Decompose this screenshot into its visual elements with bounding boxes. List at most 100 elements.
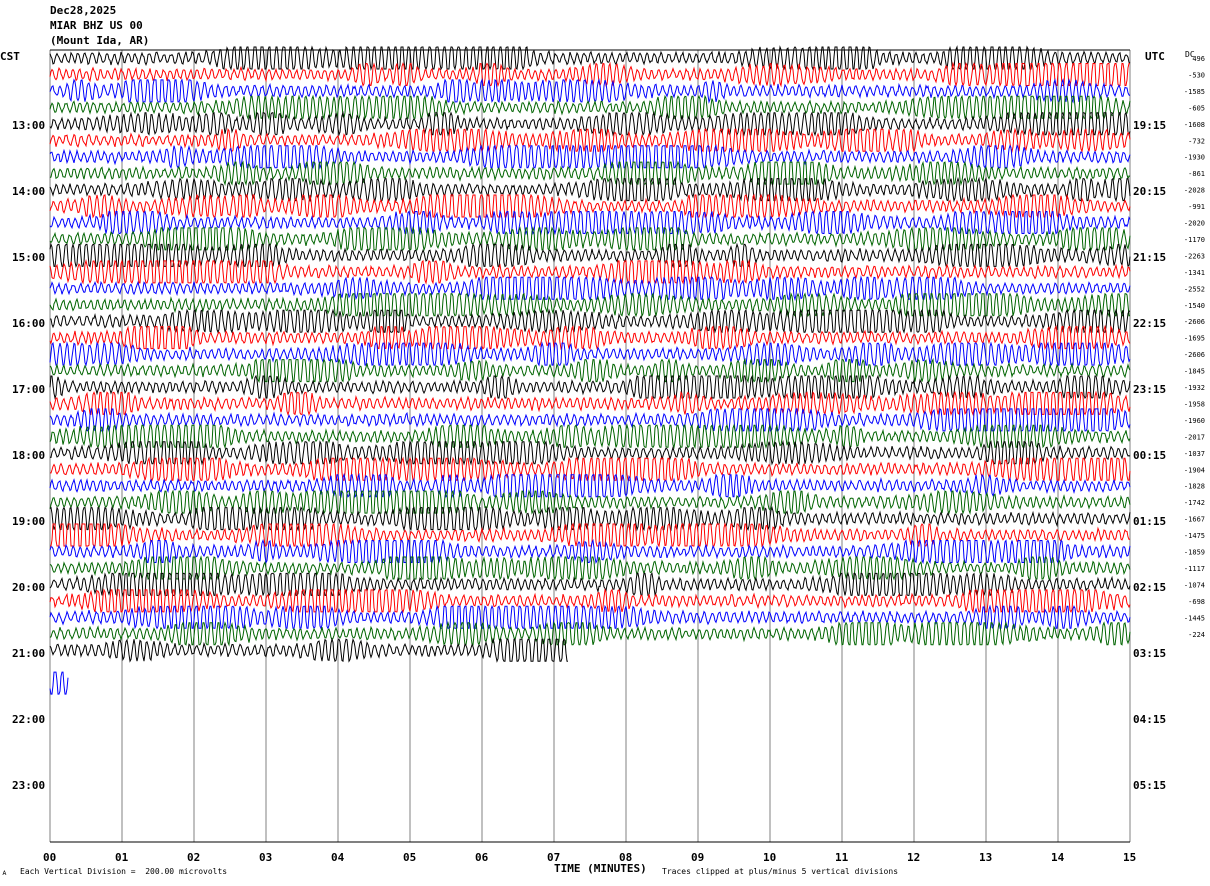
dc-offset-labels: 496 -530 -1585 -605 -1608 -732 -1930 -861 -2028 -… xyxy=(1184,55,1205,639)
dc-offset-label: -1930 xyxy=(1184,154,1205,162)
seismic-trace xyxy=(49,571,1131,598)
seismic-traces xyxy=(49,45,1131,695)
seismic-trace xyxy=(49,127,1131,154)
seismic-trace xyxy=(49,587,1131,614)
seismic-trace xyxy=(49,489,1131,516)
left-hour-label: 16:00 xyxy=(12,317,46,330)
date-label: Dec28,2025 xyxy=(50,4,117,17)
right-hour-label: 05:15 xyxy=(1133,779,1167,792)
dc-offset-label: -1845 xyxy=(1184,368,1205,376)
dc-offset-label: -1608 xyxy=(1184,121,1205,129)
dc-offset-label: -1828 xyxy=(1184,483,1205,491)
seismic-trace xyxy=(49,160,1131,187)
dc-offset-label: -1958 xyxy=(1184,400,1205,408)
seismic-trace xyxy=(49,357,1131,384)
left-hour-label: 15:00 xyxy=(12,251,46,264)
x-tick-label: 02 xyxy=(187,851,201,864)
x-tick-label: 08 xyxy=(619,851,633,864)
dc-offset-label: -2552 xyxy=(1184,285,1205,293)
right-hour-label: 00:15 xyxy=(1133,449,1167,462)
x-tick-label: 05 xyxy=(403,851,417,864)
x-tick-label: 10 xyxy=(763,851,777,864)
left-hour-label: 21:00 xyxy=(12,647,46,660)
dc-offset-label: -1859 xyxy=(1184,549,1205,557)
dc-offset-label: -1742 xyxy=(1184,499,1205,507)
seismic-trace xyxy=(49,456,1131,483)
x-tick-label: 01 xyxy=(115,851,129,864)
dc-offset-label: -861 xyxy=(1188,170,1205,178)
seismic-trace xyxy=(49,110,1131,137)
dc-offset-label: -2017 xyxy=(1184,433,1205,441)
right-timezone-label: UTC xyxy=(1145,50,1165,63)
right-hour-label: 04:15 xyxy=(1133,713,1167,726)
dc-offset-label: -1960 xyxy=(1184,417,1205,425)
scale-note-text: Each Vertical Division = 200.00 microvol… xyxy=(20,867,228,876)
right-hour-label: 23:15 xyxy=(1133,383,1167,396)
seismic-trace xyxy=(49,61,1130,88)
seismic-trace xyxy=(49,407,1131,433)
seismic-trace xyxy=(49,209,1131,236)
seismic-trace xyxy=(49,77,1131,104)
x-tick-label: 07 xyxy=(547,851,561,864)
dc-offset-label: -1445 xyxy=(1184,614,1205,622)
x-tick-label: 14 xyxy=(1051,851,1065,864)
seismic-trace xyxy=(49,374,1131,400)
dc-offset-label: -1037 xyxy=(1184,450,1205,458)
seismic-trace xyxy=(49,555,1131,581)
dc-offset-label: -605 xyxy=(1188,104,1205,112)
x-tick-label: 09 xyxy=(691,851,705,864)
plot-grid xyxy=(49,49,1131,843)
dc-offset-label: -1117 xyxy=(1184,565,1205,573)
station-label: MIAR BHZ US 00 xyxy=(50,19,143,32)
dc-offset-label: -224 xyxy=(1188,631,1205,639)
left-hour-label: 13:00 xyxy=(12,119,46,132)
right-hour-label: 03:15 xyxy=(1133,647,1167,660)
dc-offset-label: -1074 xyxy=(1184,581,1205,589)
seismic-trace xyxy=(49,193,1131,219)
seismic-trace xyxy=(49,324,1131,351)
dc-offset-label: -1585 xyxy=(1184,88,1205,96)
seismic-trace xyxy=(49,390,1131,417)
seismic-trace xyxy=(49,94,1131,121)
seismic-trace xyxy=(49,637,568,663)
seismic-trace xyxy=(50,522,1131,548)
x-tick-label: 06 xyxy=(475,851,489,864)
x-tick-label: 15 xyxy=(1123,851,1137,864)
right-hour-label: 20:15 xyxy=(1133,185,1167,198)
dc-offset-label: -1341 xyxy=(1184,269,1205,277)
seismic-trace xyxy=(49,423,1131,450)
dc-offset-label: -1904 xyxy=(1184,466,1205,474)
seismic-trace xyxy=(49,505,1131,532)
left-timezone-label: CST xyxy=(0,50,20,63)
right-hour-label: 22:15 xyxy=(1133,317,1167,330)
seismic-trace xyxy=(49,275,1131,302)
right-hour-label: 01:15 xyxy=(1133,515,1167,528)
dc-offset-label: -2606 xyxy=(1184,351,1205,359)
dc-offset-label: -1540 xyxy=(1184,302,1205,310)
dc-offset-label: -1932 xyxy=(1184,384,1205,392)
seismic-trace xyxy=(49,620,1131,647)
left-hour-label: 18:00 xyxy=(12,449,46,462)
seismic-trace xyxy=(49,472,1131,499)
seismic-trace xyxy=(49,538,1131,565)
seismic-trace xyxy=(49,176,1131,203)
dc-offset-label: -732 xyxy=(1188,137,1205,145)
dc-offset-label: -2020 xyxy=(1184,220,1205,228)
right-hour-label: 19:15 xyxy=(1133,119,1167,132)
seismic-trace xyxy=(49,45,1131,71)
seismic-trace xyxy=(49,308,1131,335)
x-tick-label: 13 xyxy=(979,851,993,864)
seismic-trace xyxy=(49,671,69,695)
dc-offset-label: -1170 xyxy=(1184,236,1205,244)
x-tick-label: 12 xyxy=(907,851,921,864)
scale-note: ᴀ xyxy=(2,868,7,877)
dc-offset-label: -2263 xyxy=(1184,252,1205,260)
seismic-trace xyxy=(49,291,1130,318)
x-axis-title: TIME (MINUTES) xyxy=(554,862,647,875)
x-tick-label: 00 xyxy=(43,851,57,864)
dc-offset-label: -1475 xyxy=(1184,532,1205,540)
seismic-trace xyxy=(49,226,1131,252)
dc-offset-label: -1667 xyxy=(1184,516,1205,524)
seismic-trace xyxy=(49,439,1131,466)
left-hour-label: 19:00 xyxy=(12,515,46,528)
